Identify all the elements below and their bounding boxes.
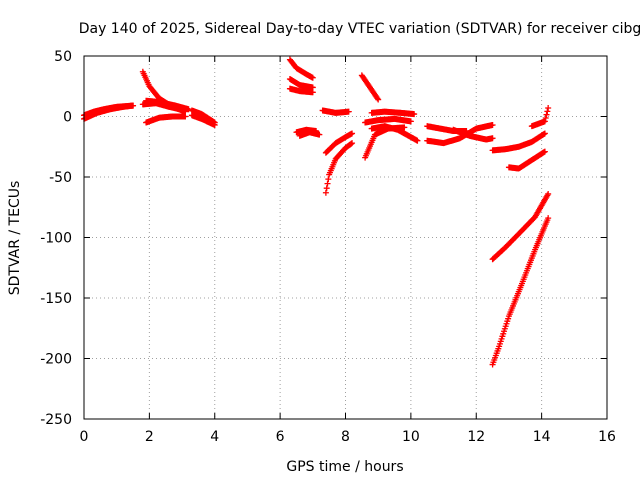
arc-series: [450, 126, 496, 143]
data-point: [401, 124, 408, 131]
y-tick-label: -50: [49, 170, 72, 186]
data-point: [375, 96, 382, 103]
data-point: [545, 215, 552, 222]
arc-series: [143, 113, 189, 126]
data-point: [544, 108, 551, 115]
data-point: [323, 185, 330, 192]
data-point: [349, 130, 356, 137]
y-tick-label: -250: [40, 412, 72, 428]
arc-series: [188, 107, 218, 126]
y-axis-label: SDTVAR / TECUs: [7, 181, 23, 296]
data-point: [414, 137, 421, 144]
data-point: [545, 190, 552, 197]
arc-series: [139, 100, 189, 114]
data-point: [185, 106, 192, 113]
data-point: [411, 111, 418, 118]
arc-series: [362, 115, 414, 126]
data-point: [407, 118, 414, 125]
arc-series: [322, 130, 356, 156]
arc-series: [286, 56, 316, 81]
data-point: [374, 95, 381, 102]
arc-series: [319, 107, 352, 116]
data-point: [541, 130, 548, 137]
arc-series: [489, 215, 552, 368]
arc-series: [489, 190, 552, 263]
arc-series: [368, 108, 418, 118]
data-point: [324, 180, 331, 187]
data-point: [349, 140, 356, 147]
x-tick-label: 14: [533, 429, 551, 445]
x-tick-label: 10: [402, 429, 420, 445]
y-tick-label: -150: [40, 291, 72, 307]
data-point: [182, 107, 189, 114]
data-point: [182, 113, 189, 120]
x-tick-label: 8: [341, 429, 350, 445]
y-tick-label: 50: [54, 49, 72, 65]
arc-series: [505, 148, 548, 172]
data-point: [316, 131, 323, 138]
data-point: [322, 189, 329, 196]
x-axis-label: GPS time / hours: [286, 459, 403, 475]
tick-labels: 0 2 4 6 8 10 12 14 16 50 0 -50 -100 -150 -200 -250: [40, 49, 616, 445]
y-tick-label: 0: [63, 110, 72, 126]
arc-series: [528, 105, 552, 130]
arc-series: [358, 72, 382, 103]
arc-series: [368, 123, 421, 144]
data-point: [211, 121, 218, 128]
data-point: [541, 118, 548, 125]
y-tick-label: -100: [40, 231, 72, 247]
x-tick-label: 16: [598, 429, 616, 445]
data-point: [130, 102, 137, 109]
data-points: [81, 56, 552, 368]
data-point: [325, 176, 332, 183]
arc-series: [188, 112, 218, 128]
x-tick-label: 6: [276, 429, 285, 445]
arc-series: [424, 121, 496, 147]
x-tick-label: 2: [145, 429, 154, 445]
data-point: [545, 105, 552, 112]
data-point: [542, 115, 549, 122]
arc-series: [81, 102, 137, 119]
arc-series: [489, 130, 548, 154]
arc-series: [296, 129, 323, 139]
arc-series: [424, 123, 470, 135]
data-point: [541, 148, 548, 155]
data-point: [543, 111, 550, 118]
chart-title: Day 140 of 2025, Sidereal Day-to-day VTE…: [79, 21, 640, 37]
plot-frame: [83, 55, 608, 420]
x-tick-label: 12: [467, 429, 485, 445]
data-point: [345, 108, 352, 115]
data-point: [489, 135, 496, 142]
arc-series: [286, 85, 316, 96]
data-point: [309, 74, 316, 81]
arc-series: [322, 140, 356, 196]
x-tick-label: 4: [210, 429, 219, 445]
arc-series: [286, 75, 316, 91]
x-tick-label: 0: [80, 429, 89, 445]
data-point: [309, 89, 316, 96]
y-tick-label: -200: [40, 352, 72, 368]
data-point: [489, 121, 496, 128]
